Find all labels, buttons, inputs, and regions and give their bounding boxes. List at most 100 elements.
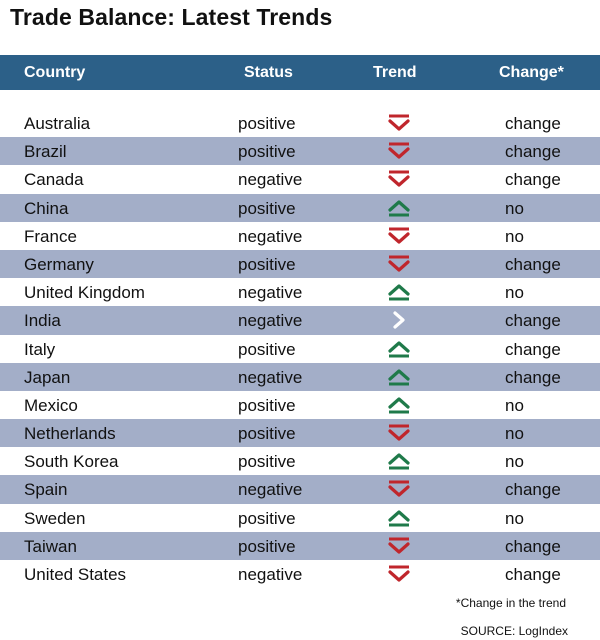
source-note: SOURCE: LogIndex bbox=[460, 624, 568, 638]
change-cell: change bbox=[505, 142, 561, 162]
trend-cell bbox=[387, 509, 411, 527]
change-cell: change bbox=[505, 254, 561, 274]
country-cell: United Kingdom bbox=[24, 283, 145, 303]
table-body: Australia positive change Brazil positive cha… bbox=[0, 109, 600, 588]
trend-cell bbox=[387, 311, 411, 329]
flat-icon bbox=[393, 311, 405, 329]
status-cell: positive bbox=[238, 142, 296, 162]
status-cell: negative bbox=[238, 170, 303, 190]
status-cell: negative bbox=[238, 283, 303, 303]
status-cell: positive bbox=[238, 452, 296, 472]
country-cell: Brazil bbox=[24, 142, 67, 162]
status-cell: positive bbox=[238, 536, 296, 556]
column-header-trend: Trend bbox=[373, 64, 417, 81]
country-cell: Canada bbox=[24, 170, 84, 190]
table-row: Canada negative change bbox=[0, 165, 600, 193]
change-cell: change bbox=[505, 367, 561, 387]
trend-cell bbox=[387, 480, 411, 498]
change-cell: no bbox=[505, 395, 524, 415]
status-cell: positive bbox=[238, 339, 296, 359]
table-row: India negative change bbox=[0, 306, 600, 335]
up-icon bbox=[388, 510, 410, 527]
table-row: Germany positive change bbox=[0, 249, 600, 279]
up-icon bbox=[388, 369, 410, 386]
change-cell: change bbox=[505, 339, 561, 359]
table-row: Australia positive change bbox=[0, 109, 600, 137]
status-cell: positive bbox=[238, 114, 296, 133]
up-icon bbox=[388, 199, 410, 217]
status-cell: negative bbox=[238, 226, 303, 246]
status-cell: positive bbox=[238, 254, 296, 274]
table-header: Country Status Trend Change* bbox=[0, 55, 600, 90]
status-cell: positive bbox=[238, 395, 296, 415]
down-icon bbox=[388, 480, 410, 498]
down-icon bbox=[388, 114, 410, 131]
change-cell: no bbox=[505, 424, 524, 444]
change-cell: change bbox=[505, 536, 561, 556]
table-row: Mexico positive no bbox=[0, 391, 600, 419]
change-cell: change bbox=[505, 480, 561, 500]
country-cell: Japan bbox=[24, 367, 71, 387]
country-cell: China bbox=[24, 198, 69, 218]
chart-title: Trade Balance: Latest Trends bbox=[10, 4, 333, 30]
trend-cell bbox=[387, 114, 411, 132]
status-cell: negative bbox=[238, 311, 303, 331]
table-row: Netherlands positive no bbox=[0, 419, 600, 448]
trend-cell bbox=[387, 452, 411, 470]
column-header-status: Status bbox=[244, 64, 293, 81]
footnote: *Change in the trend bbox=[455, 596, 566, 610]
country-cell: South Korea bbox=[24, 452, 119, 472]
trend-cell bbox=[387, 565, 411, 583]
trend-cell bbox=[387, 283, 411, 301]
down-icon bbox=[388, 227, 410, 244]
table-row: France negative no bbox=[0, 222, 600, 250]
trend-cell bbox=[387, 227, 411, 245]
table-row: Taiwan positive change bbox=[0, 531, 600, 560]
country-cell: India bbox=[24, 311, 61, 331]
status-cell: negative bbox=[238, 480, 303, 500]
table-row: United Kingdom negative no bbox=[0, 278, 600, 306]
up-icon bbox=[388, 284, 410, 301]
country-cell: Italy bbox=[24, 339, 56, 359]
down-icon bbox=[388, 142, 410, 159]
status-cell: negative bbox=[238, 565, 303, 584]
table-row: China positive no bbox=[0, 193, 600, 222]
trend-cell bbox=[387, 170, 411, 188]
up-icon bbox=[388, 397, 410, 414]
country-cell: France bbox=[24, 226, 77, 246]
country-cell: Mexico bbox=[24, 395, 78, 415]
change-cell: no bbox=[505, 283, 524, 303]
trend-cell bbox=[387, 368, 411, 386]
table-row: Japan negative change bbox=[0, 362, 600, 391]
trend-cell bbox=[387, 199, 411, 217]
change-cell: no bbox=[505, 198, 524, 218]
change-cell: change bbox=[505, 565, 561, 584]
table-row: Brazil positive change bbox=[0, 137, 600, 166]
status-cell: negative bbox=[238, 367, 303, 387]
trend-cell bbox=[387, 340, 411, 358]
trend-cell bbox=[387, 396, 411, 414]
country-cell: Australia bbox=[24, 114, 91, 133]
country-cell: Taiwan bbox=[24, 536, 77, 556]
down-icon bbox=[388, 537, 410, 554]
change-cell: change bbox=[505, 170, 561, 190]
column-header-country: Country bbox=[24, 64, 86, 81]
trend-cell bbox=[387, 424, 411, 442]
country-cell: Spain bbox=[24, 480, 68, 500]
country-cell: United States bbox=[24, 565, 127, 584]
up-icon bbox=[388, 340, 410, 357]
column-header-change: Change* bbox=[499, 64, 564, 81]
country-cell: Netherlands bbox=[24, 424, 116, 444]
status-cell: positive bbox=[238, 508, 296, 528]
change-cell: change bbox=[505, 114, 561, 133]
table-row: United States negative change bbox=[0, 560, 600, 588]
down-icon bbox=[388, 424, 410, 441]
trend-cell bbox=[387, 142, 411, 160]
down-icon bbox=[388, 170, 410, 187]
change-cell: no bbox=[505, 508, 524, 528]
change-cell: change bbox=[505, 311, 561, 331]
change-cell: no bbox=[505, 226, 524, 246]
table-row: Sweden positive no bbox=[0, 504, 600, 532]
status-cell: positive bbox=[238, 198, 296, 218]
trend-cell bbox=[387, 255, 411, 273]
